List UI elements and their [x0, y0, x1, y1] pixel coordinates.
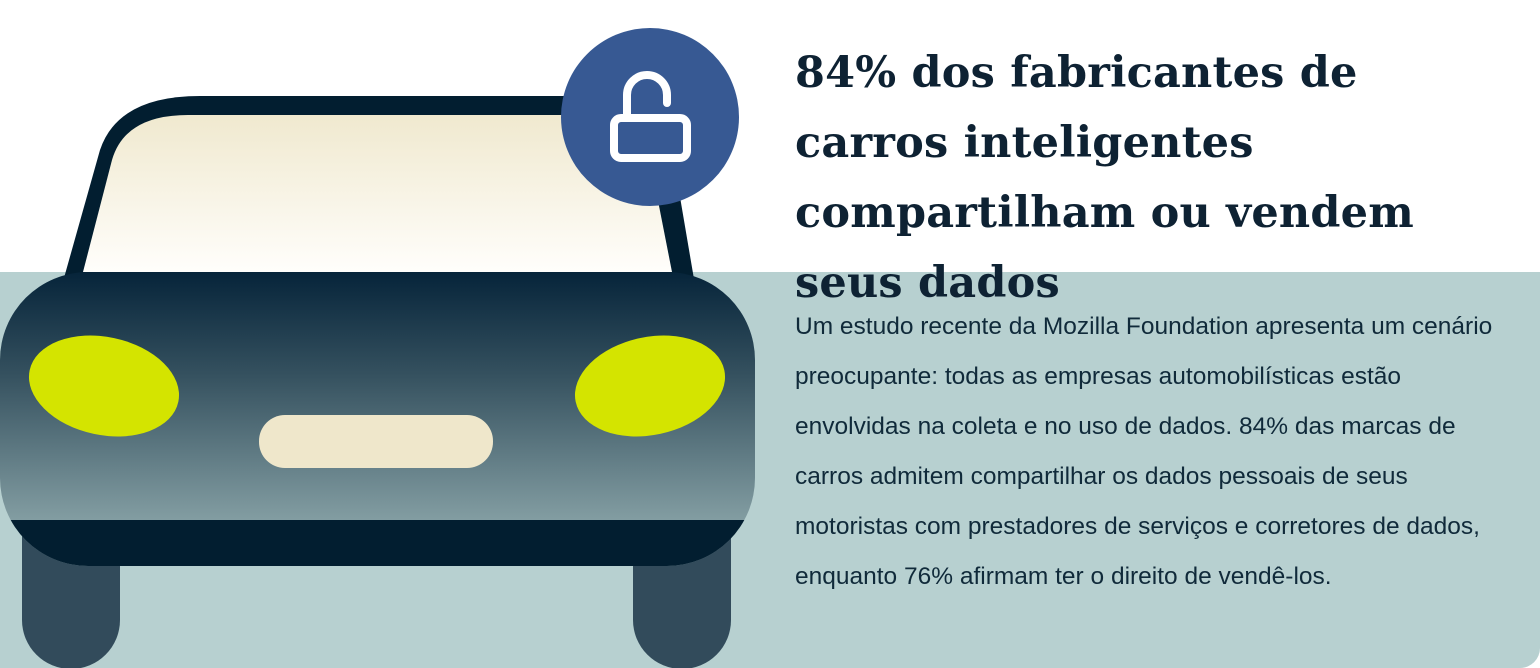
headlight-left: [28, 335, 180, 437]
grille: [259, 415, 493, 468]
car-illustration: [0, 28, 755, 668]
unlocked-padlock-icon: [561, 28, 739, 206]
body-text: Um estudo recente da Mozilla Foundation …: [795, 313, 1493, 590]
windshield: [83, 115, 672, 272]
headline: 84% dos fabricantes de carros inteligent…: [795, 48, 1414, 308]
headlight-right: [574, 335, 726, 437]
